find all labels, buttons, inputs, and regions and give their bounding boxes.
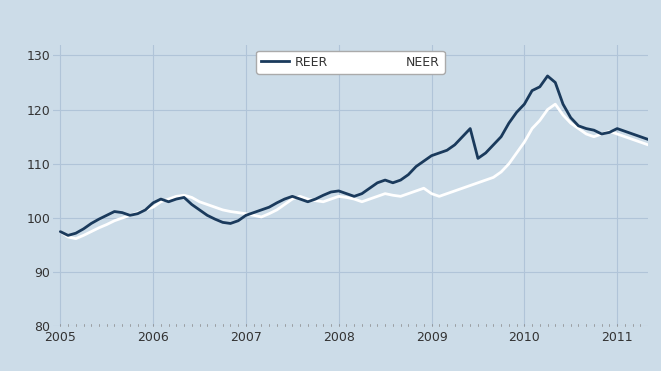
Legend: REER, NEER: REER, NEER — [256, 51, 444, 74]
